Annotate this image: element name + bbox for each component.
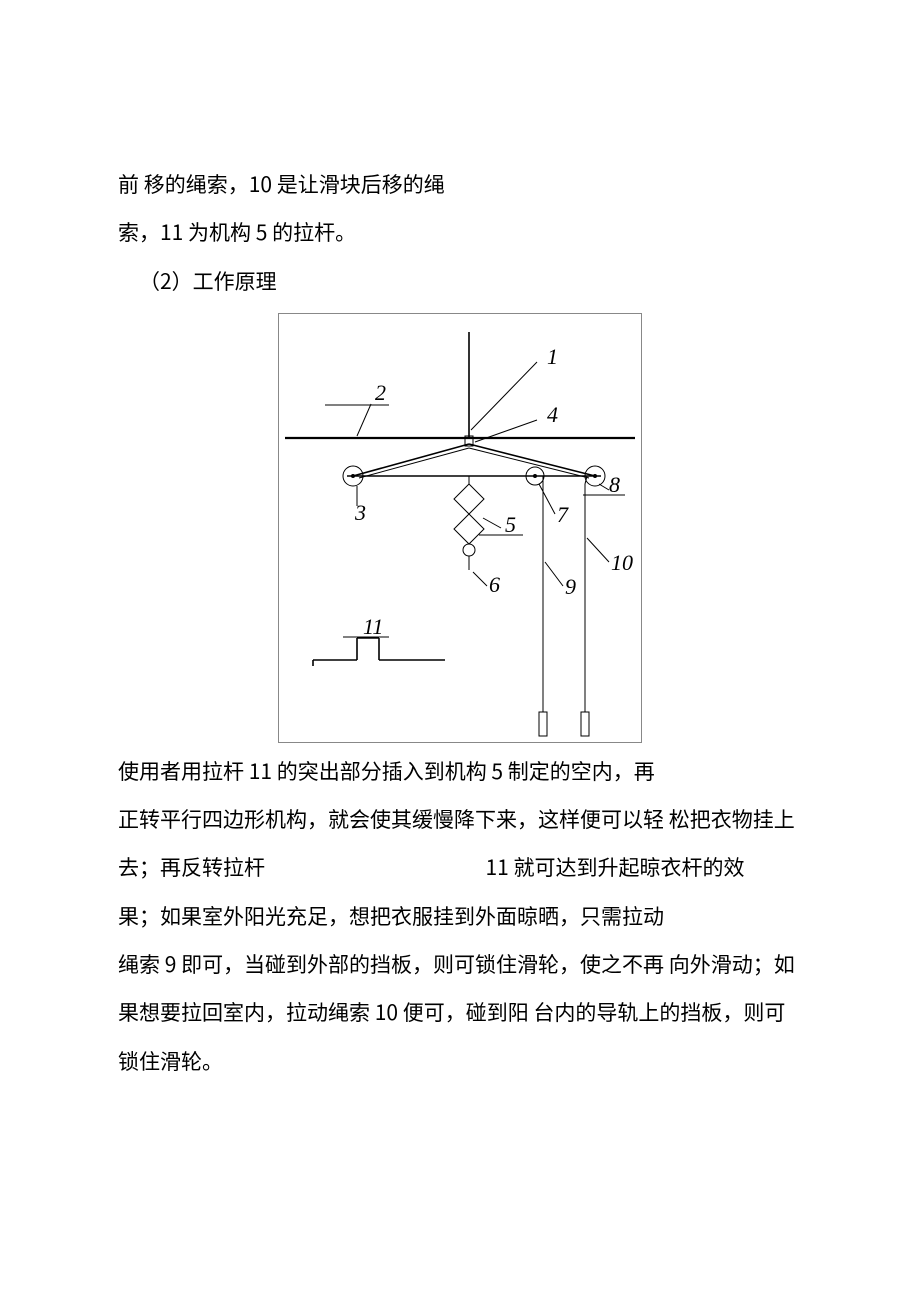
intro-line-2: 索，11 为机构 5 的拉杆。 [118,208,802,256]
diagram-container: 1 2 4 3 5 6 7 8 9 10 11 [118,313,802,743]
mechanism-diagram: 1 2 4 3 5 6 7 8 9 10 11 [278,313,642,743]
svg-text:4: 4 [547,402,558,427]
section-heading: （2）工作原理 [118,257,802,305]
svg-text:2: 2 [375,380,386,405]
intro-line-1: 前 移的绳索，10 是让滑块后移的绳 [118,160,802,208]
svg-text:11: 11 [363,614,383,639]
body-line-2b: 11 就可达到升起晾衣杆的效 [486,852,745,882]
svg-text:1: 1 [547,344,558,369]
svg-text:3: 3 [354,500,366,525]
svg-text:10: 10 [611,550,633,575]
svg-text:8: 8 [609,472,620,497]
body-line-2: 正转平行四边形机构，就会使其缓慢降下来，这样便可以轻 松把衣物挂上去；再反转拉杆… [118,795,802,892]
svg-text:7: 7 [557,502,569,527]
svg-text:5: 5 [505,512,516,537]
svg-text:9: 9 [565,574,576,599]
document-page: 前 移的绳索，10 是让滑块后移的绳 索，11 为机构 5 的拉杆。 （2）工作… [0,0,920,1205]
body-line-4: 绳索 9 即可，当碰到外部的挡板，则可锁住滑轮，使之不再 向外滑动；如果想要拉回… [118,940,802,1085]
body-line-1: 使用者用拉杆 11 的突出部分插入到机构 5 制定的空内，再 [118,747,802,795]
svg-text:6: 6 [489,572,500,597]
body-line-3: 果；如果室外阳光充足，想把衣服挂到外面晾晒，只需拉动 [118,892,802,940]
